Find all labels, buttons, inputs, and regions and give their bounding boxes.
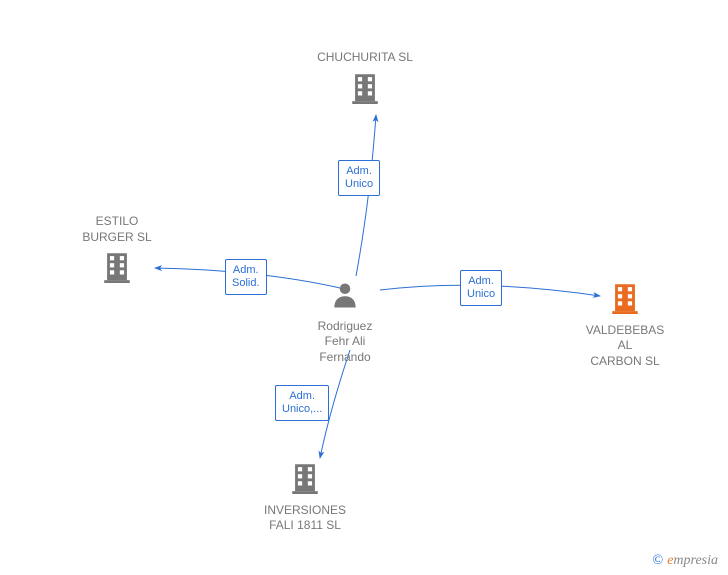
edge-label: Adm.Unico (460, 270, 502, 306)
node-label: CHUCHURITA SL (315, 50, 415, 66)
copyright-symbol: © (653, 553, 664, 568)
edge-label: Adm.Unico,... (275, 385, 329, 421)
node-label: VALDEBEBASALCARBON SL (575, 323, 675, 370)
node-bottom[interactable]: INVERSIONESFALI 1811 SL (255, 460, 355, 534)
building-icon (100, 249, 134, 283)
edge-label: Adm.Solid. (225, 259, 267, 295)
watermark: ©empresia (653, 553, 718, 569)
node-label: ESTILOBURGER SL (67, 214, 167, 245)
building-icon (288, 460, 322, 494)
node-label: INVERSIONESFALI 1811 SL (255, 503, 355, 534)
building-icon (608, 280, 642, 314)
diagram-container: { "diagram": { "type": "network", "backg… (0, 0, 728, 575)
node-left[interactable]: ESTILOBURGER SL (67, 210, 167, 288)
person-icon (330, 280, 360, 310)
edge-label: Adm.Unico (338, 160, 380, 196)
brand-rest: mpresia (673, 553, 718, 568)
node-right[interactable]: VALDEBEBASALCARBON SL (575, 280, 675, 369)
building-icon (348, 70, 382, 104)
node-center[interactable]: RodriguezFehr AliFernando (295, 280, 395, 365)
node-top[interactable]: CHUCHURITA SL (315, 46, 415, 108)
node-label: RodriguezFehr AliFernando (295, 319, 395, 366)
